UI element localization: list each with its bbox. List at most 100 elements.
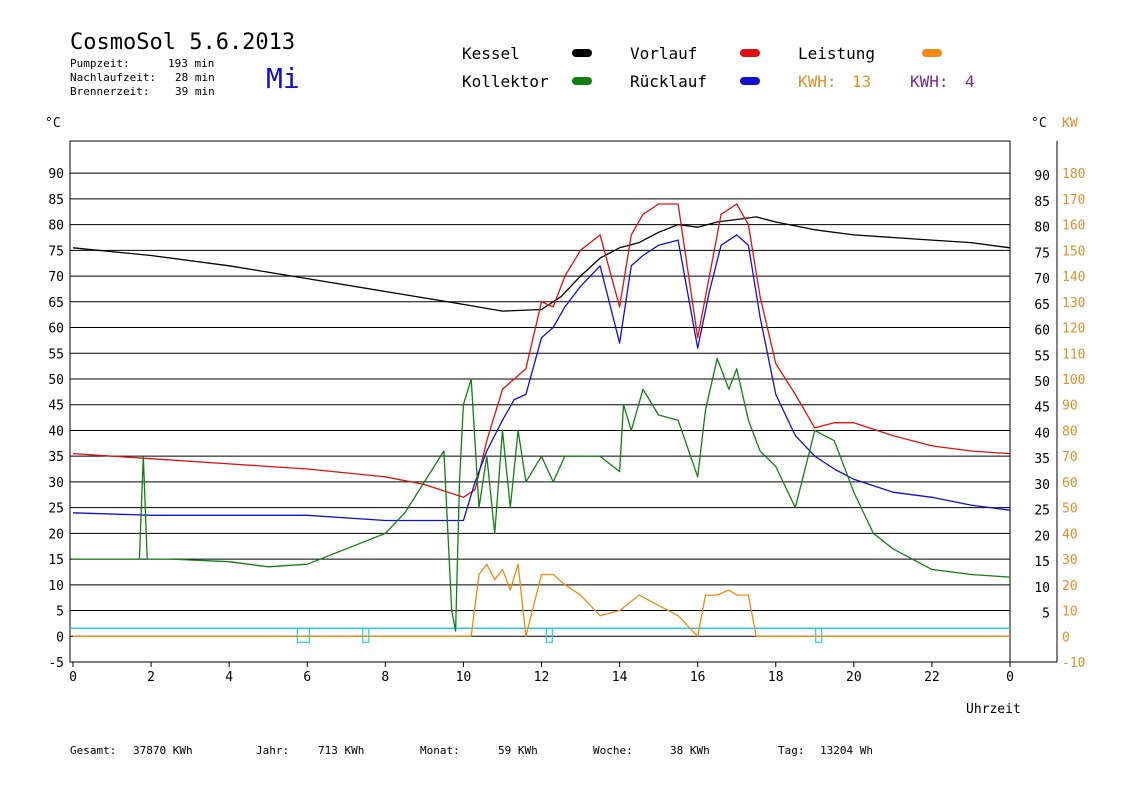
y2-celsius-tick-label: 75 — [1034, 246, 1050, 261]
y-tick-label: 70 — [48, 270, 64, 285]
x-tick-label: 14 — [612, 670, 628, 685]
y-tick-label: 45 — [48, 399, 64, 414]
y2-celsius-tick-label: 10 — [1034, 581, 1050, 596]
footer-total-value: 37870 KWh — [133, 744, 193, 757]
y-tick-label: -5 — [48, 656, 64, 671]
footer-total-label: Gesamt: — [70, 744, 117, 757]
pump-status-marker — [815, 627, 823, 643]
y2-kw-tick-label: 160 — [1062, 219, 1085, 234]
y2-celsius-tick-label: 80 — [1034, 221, 1050, 236]
y2-celsius-tick-label: 15 — [1034, 555, 1050, 570]
y-tick-label: 90 — [48, 167, 64, 182]
y2-celsius-tick-label: 45 — [1034, 401, 1050, 416]
x-axis-label: Uhrzeit — [966, 702, 1021, 717]
kwh-solar-value: 13 — [852, 72, 872, 91]
legend-kollektor-label: Kollektor — [462, 72, 549, 91]
y-tick-label: 85 — [48, 193, 64, 208]
y-tick-label: 5 — [56, 605, 64, 620]
y2-kw-tick-label: 90 — [1062, 399, 1078, 414]
y2-kw-tick-label: 120 — [1062, 322, 1085, 337]
pump-status-marker — [362, 627, 370, 643]
x-tick-label: 0 — [69, 670, 77, 685]
y2-celsius-tick-label: 90 — [1034, 169, 1050, 184]
y-tick-label: 60 — [48, 322, 64, 337]
footer-month-value: 59 KWh — [498, 744, 538, 757]
left-axis-unit: °C — [45, 116, 61, 131]
legend-vorlauf-label: Vorlauf — [630, 44, 698, 63]
legend-kessel-label: Kessel — [462, 44, 520, 63]
footer-week-label: Woche: — [593, 744, 633, 757]
x-tick-label: 18 — [768, 670, 784, 685]
y-tick-label: 40 — [48, 424, 64, 439]
pump-status-marker — [296, 627, 310, 643]
y2-celsius-tick-label: 70 — [1034, 272, 1050, 287]
y-tick-label: 50 — [48, 373, 64, 388]
chart-title: CosmoSol 5.6.2013 — [70, 30, 296, 55]
y2-celsius-tick-label: 60 — [1034, 324, 1050, 339]
kwh-burner-label: KWH: — [910, 72, 949, 91]
y2-kw-tick-label: 10 — [1062, 605, 1078, 620]
y-tick-label: 15 — [48, 553, 64, 568]
x-tick-label: 10 — [456, 670, 472, 685]
y-tick-label: 75 — [48, 244, 64, 259]
y2-celsius-tick-label: 55 — [1034, 349, 1050, 364]
legend-leistung-swatch — [922, 49, 942, 57]
y2-kw-tick-label: 80 — [1062, 424, 1078, 439]
y2-celsius-tick-label: 5 — [1042, 607, 1050, 622]
y-tick-label: 35 — [48, 450, 64, 465]
y2-kw-tick-label: 70 — [1062, 450, 1078, 465]
y2-kw-tick-label: 180 — [1062, 167, 1085, 182]
kwh-solar-label: KWH: — [798, 72, 837, 91]
y-tick-label: 25 — [48, 502, 64, 517]
y2-celsius-tick-label: 30 — [1034, 478, 1050, 493]
x-tick-label: 2 — [147, 670, 155, 685]
x-tick-label: 6 — [303, 670, 311, 685]
right-axis-unit-celsius: °C — [1031, 116, 1047, 131]
footer-month-label: Monat: — [420, 744, 460, 757]
legend-ruecklauf-swatch — [740, 77, 760, 85]
series-line-kollektor — [73, 357, 1011, 632]
x-tick-label: 12 — [534, 670, 550, 685]
kwh-burner-value: 4 — [965, 72, 975, 91]
y2-kw-tick-label: 170 — [1062, 193, 1085, 208]
footer-day-label: Tag: — [778, 744, 805, 757]
x-tick-label: 22 — [924, 670, 940, 685]
x-tick-label: 20 — [846, 670, 862, 685]
footer-week-value: 38 KWh — [670, 744, 710, 757]
x-tick-label: 0 — [1006, 670, 1014, 685]
y-tick-label: 55 — [48, 347, 64, 362]
y2-celsius-tick-label: 50 — [1034, 375, 1050, 390]
y-tick-label: 0 — [56, 630, 64, 645]
pump-time-value: 193 min — [168, 57, 215, 70]
right-axis-unit-kw: KW — [1062, 116, 1078, 131]
burner-time-value: 39 min — [175, 85, 215, 98]
y2-kw-tick-label: 30 — [1062, 553, 1078, 568]
plot-frame — [69, 140, 1011, 663]
y2-kw-tick-label: 20 — [1062, 579, 1078, 594]
y2-kw-tick-label: 140 — [1062, 270, 1085, 285]
y-tick-label: 20 — [48, 527, 64, 542]
weekday-label: Mi — [266, 62, 300, 95]
y2-celsius-tick-label: 85 — [1034, 195, 1050, 210]
pump-time-label: Pumpzeit: — [70, 57, 130, 70]
series-line-leistung — [73, 563, 1010, 637]
y2-kw-tick-label: 50 — [1062, 502, 1078, 517]
overrun-time-label: Nachlaufzeit: — [70, 71, 157, 84]
y2-kw-tick-label: 40 — [1062, 527, 1078, 542]
x-tick-label: 8 — [381, 670, 389, 685]
y2-celsius-tick-label: 20 — [1034, 529, 1050, 544]
series-line-kessel — [72, 216, 1011, 312]
y-tick-label: 10 — [48, 579, 64, 594]
pump-status-marker — [545, 627, 553, 643]
y2-kw-tick-label: 60 — [1062, 476, 1078, 491]
y2-kw-tick-label: 100 — [1062, 373, 1085, 388]
legend-ruecklauf-label: Rücklauf — [630, 72, 708, 91]
legend-kollektor-swatch — [572, 77, 592, 85]
legend-kessel-swatch — [572, 49, 592, 57]
footer-year-value: 713 KWh — [318, 744, 365, 757]
y2-kw-tick-label: -10 — [1062, 656, 1085, 671]
y-tick-label: 80 — [48, 219, 64, 234]
series-line-rcklauf — [72, 234, 1011, 522]
